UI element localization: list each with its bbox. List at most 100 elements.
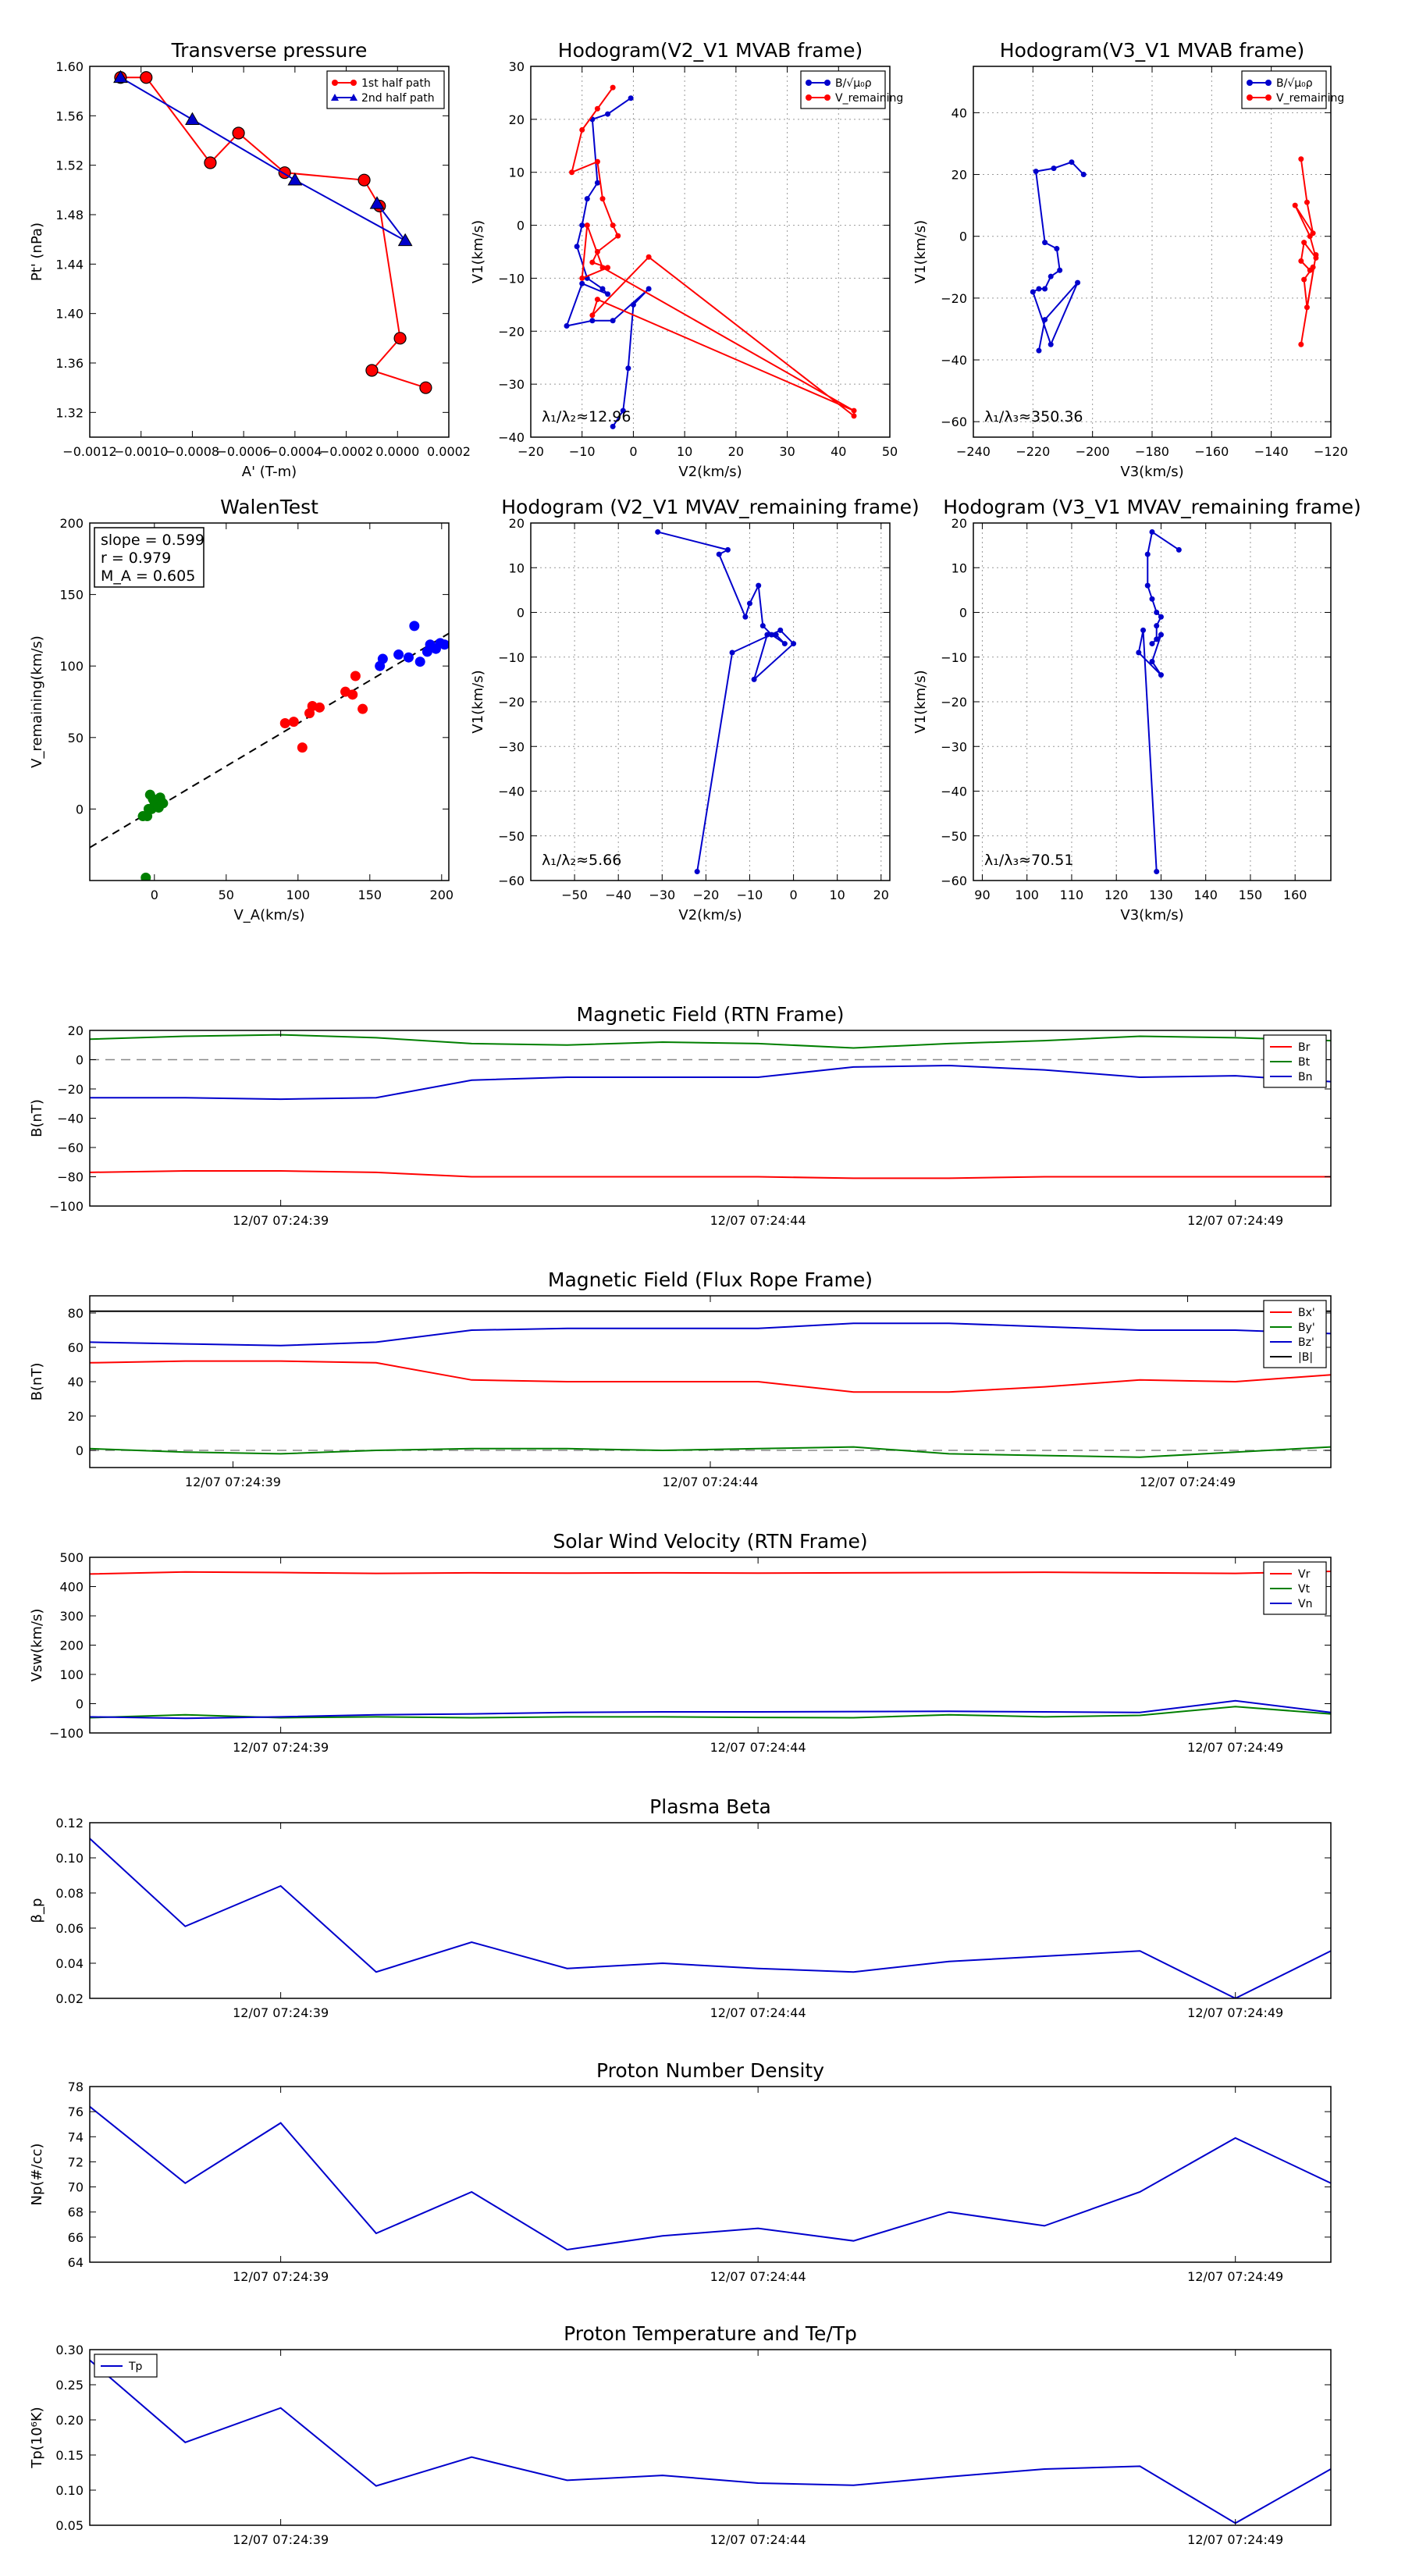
y-tick-label: 64 <box>68 2255 84 2270</box>
data-point <box>397 233 413 247</box>
data-point <box>594 249 600 254</box>
x-tick-label: 0.0000 <box>375 444 419 459</box>
data-point <box>574 244 580 250</box>
y-axis-label: Tp(10⁶K) <box>29 2407 45 2468</box>
data-point <box>158 798 169 809</box>
legend-label: Bn <box>1298 1071 1312 1083</box>
data-point <box>1158 632 1164 638</box>
y-tick-label: 500 <box>59 1550 84 1565</box>
y-tick-label: 20 <box>68 1409 84 1424</box>
data-point <box>1054 246 1060 252</box>
y-tick-label: 0 <box>76 1053 84 1068</box>
x-tick-label: 150 <box>1239 888 1263 902</box>
stats-box <box>94 527 205 588</box>
y-tick-label: −20 <box>498 695 525 710</box>
x-tick-label: 12/07 07:24:49 <box>1187 2532 1283 2547</box>
chart-density: 12/07 07:24:39 12/07 07:24:44 12/07 07:24:… <box>29 2059 1332 2284</box>
y-tick-label: −40 <box>498 785 525 799</box>
y-tick-label: 1.60 <box>55 59 84 74</box>
series-line <box>657 531 795 872</box>
y-tick-label: 1.32 <box>55 405 84 420</box>
chart-vsw: 12/07 07:24:39 12/07 07:24:44 12/07 07:24:… <box>29 1530 1332 1755</box>
chart-bfield_fr: 12/07 07:24:39 12/07 07:24:44 12/07 07:24:… <box>29 1268 1332 1489</box>
data-point <box>791 641 797 647</box>
y-tick-label: 0 <box>517 219 525 233</box>
stats-line: M_A = 0.605 <box>101 568 195 585</box>
data-point <box>759 623 766 629</box>
data-point <box>365 364 379 377</box>
y-tick-label: 0 <box>76 802 84 817</box>
data-point <box>1136 649 1142 656</box>
y-axis-label: β_p <box>29 1898 45 1923</box>
data-point <box>1176 546 1182 553</box>
legend-label: Vr <box>1298 1568 1311 1581</box>
y-tick-label: 1.56 <box>55 109 84 123</box>
x-axis-label: V3(km/s) <box>1120 907 1183 923</box>
stats-line: r = 0.979 <box>101 550 171 567</box>
chart-title: WalenTest <box>220 496 318 518</box>
data-point <box>1313 251 1319 258</box>
plot-area <box>1136 528 1182 875</box>
y-tick-label: 20 <box>509 516 525 531</box>
chart-bfield_rtn: 12/07 07:24:39 12/07 07:24:44 12/07 07:24:… <box>29 1003 1332 1228</box>
data-point <box>393 332 407 345</box>
data-point <box>610 318 616 324</box>
data-point <box>716 551 722 557</box>
x-tick-label: −10 <box>737 888 763 902</box>
data-point <box>1292 202 1298 208</box>
y-tick-label: −20 <box>941 291 967 306</box>
plot-area <box>90 1838 1331 1998</box>
chart-hodo_v3v1_mvav: 90 100 110 120 130 140 150 160−60−50−40−30−20−1… <box>912 496 1361 923</box>
series-line <box>90 1706 1331 1719</box>
chart-title: Solar Wind Velocity (RTN Frame) <box>553 1530 867 1553</box>
plot-area <box>90 1034 1331 1179</box>
data-point <box>599 286 606 292</box>
data-point <box>1154 623 1160 629</box>
series-line <box>90 1170 1331 1179</box>
data-point <box>1154 869 1160 875</box>
y-tick-label: 0 <box>959 606 967 621</box>
legend: Bx' By' Bz' |B| <box>1263 1300 1327 1368</box>
y-tick-label: 0.08 <box>55 1886 84 1901</box>
data-point <box>579 222 585 229</box>
legend-marker <box>1265 94 1272 101</box>
data-point <box>594 105 600 112</box>
y-tick-label: 0.12 <box>55 1816 84 1831</box>
x-tick-label: 0 <box>629 444 637 459</box>
data-point <box>357 703 368 714</box>
y-tick-label: 0 <box>76 1443 84 1458</box>
plot-area <box>90 2105 1331 2250</box>
data-point <box>439 639 449 650</box>
data-point <box>579 275 585 281</box>
x-tick-label: −40 <box>605 888 631 902</box>
y-tick-label: −20 <box>57 1082 84 1097</box>
y-tick-label: 68 <box>68 2205 84 2220</box>
data-point <box>1304 199 1310 205</box>
x-tick-label: 12/07 07:24:39 <box>233 1740 329 1755</box>
x-tick-label: −0.0004 <box>268 444 322 459</box>
chart-title: Hodogram (V2_V1 MVAV_remaining frame) <box>501 496 919 518</box>
data-point <box>756 582 762 589</box>
y-tick-label: 78 <box>68 2080 84 2094</box>
x-tick-label: 0 <box>151 888 158 902</box>
y-tick-label: −40 <box>498 430 525 445</box>
data-point <box>1042 286 1048 292</box>
data-point <box>1158 614 1164 620</box>
x-tick-label: −20 <box>693 888 720 902</box>
chart-title: Plasma Beta <box>649 1795 771 1818</box>
y-tick-label: 74 <box>68 2129 84 2144</box>
chart-title: Hodogram (V3_V1 MVAV_remaining frame) <box>943 496 1361 518</box>
y-axis-label: Vsw(km/s) <box>29 1609 45 1682</box>
data-point <box>729 649 735 656</box>
data-point <box>377 653 388 664</box>
y-tick-label: 0.30 <box>55 2343 84 2357</box>
y-tick-label: 20 <box>951 516 967 531</box>
x-tick-label: −20 <box>518 444 544 459</box>
data-point <box>113 69 128 84</box>
series-line <box>1032 161 1084 351</box>
data-point <box>347 689 358 700</box>
data-point <box>137 811 148 822</box>
legend-label: Br <box>1298 1041 1311 1054</box>
legend-label: |B| <box>1298 1351 1313 1364</box>
legend-label: 1st half path <box>361 77 431 90</box>
